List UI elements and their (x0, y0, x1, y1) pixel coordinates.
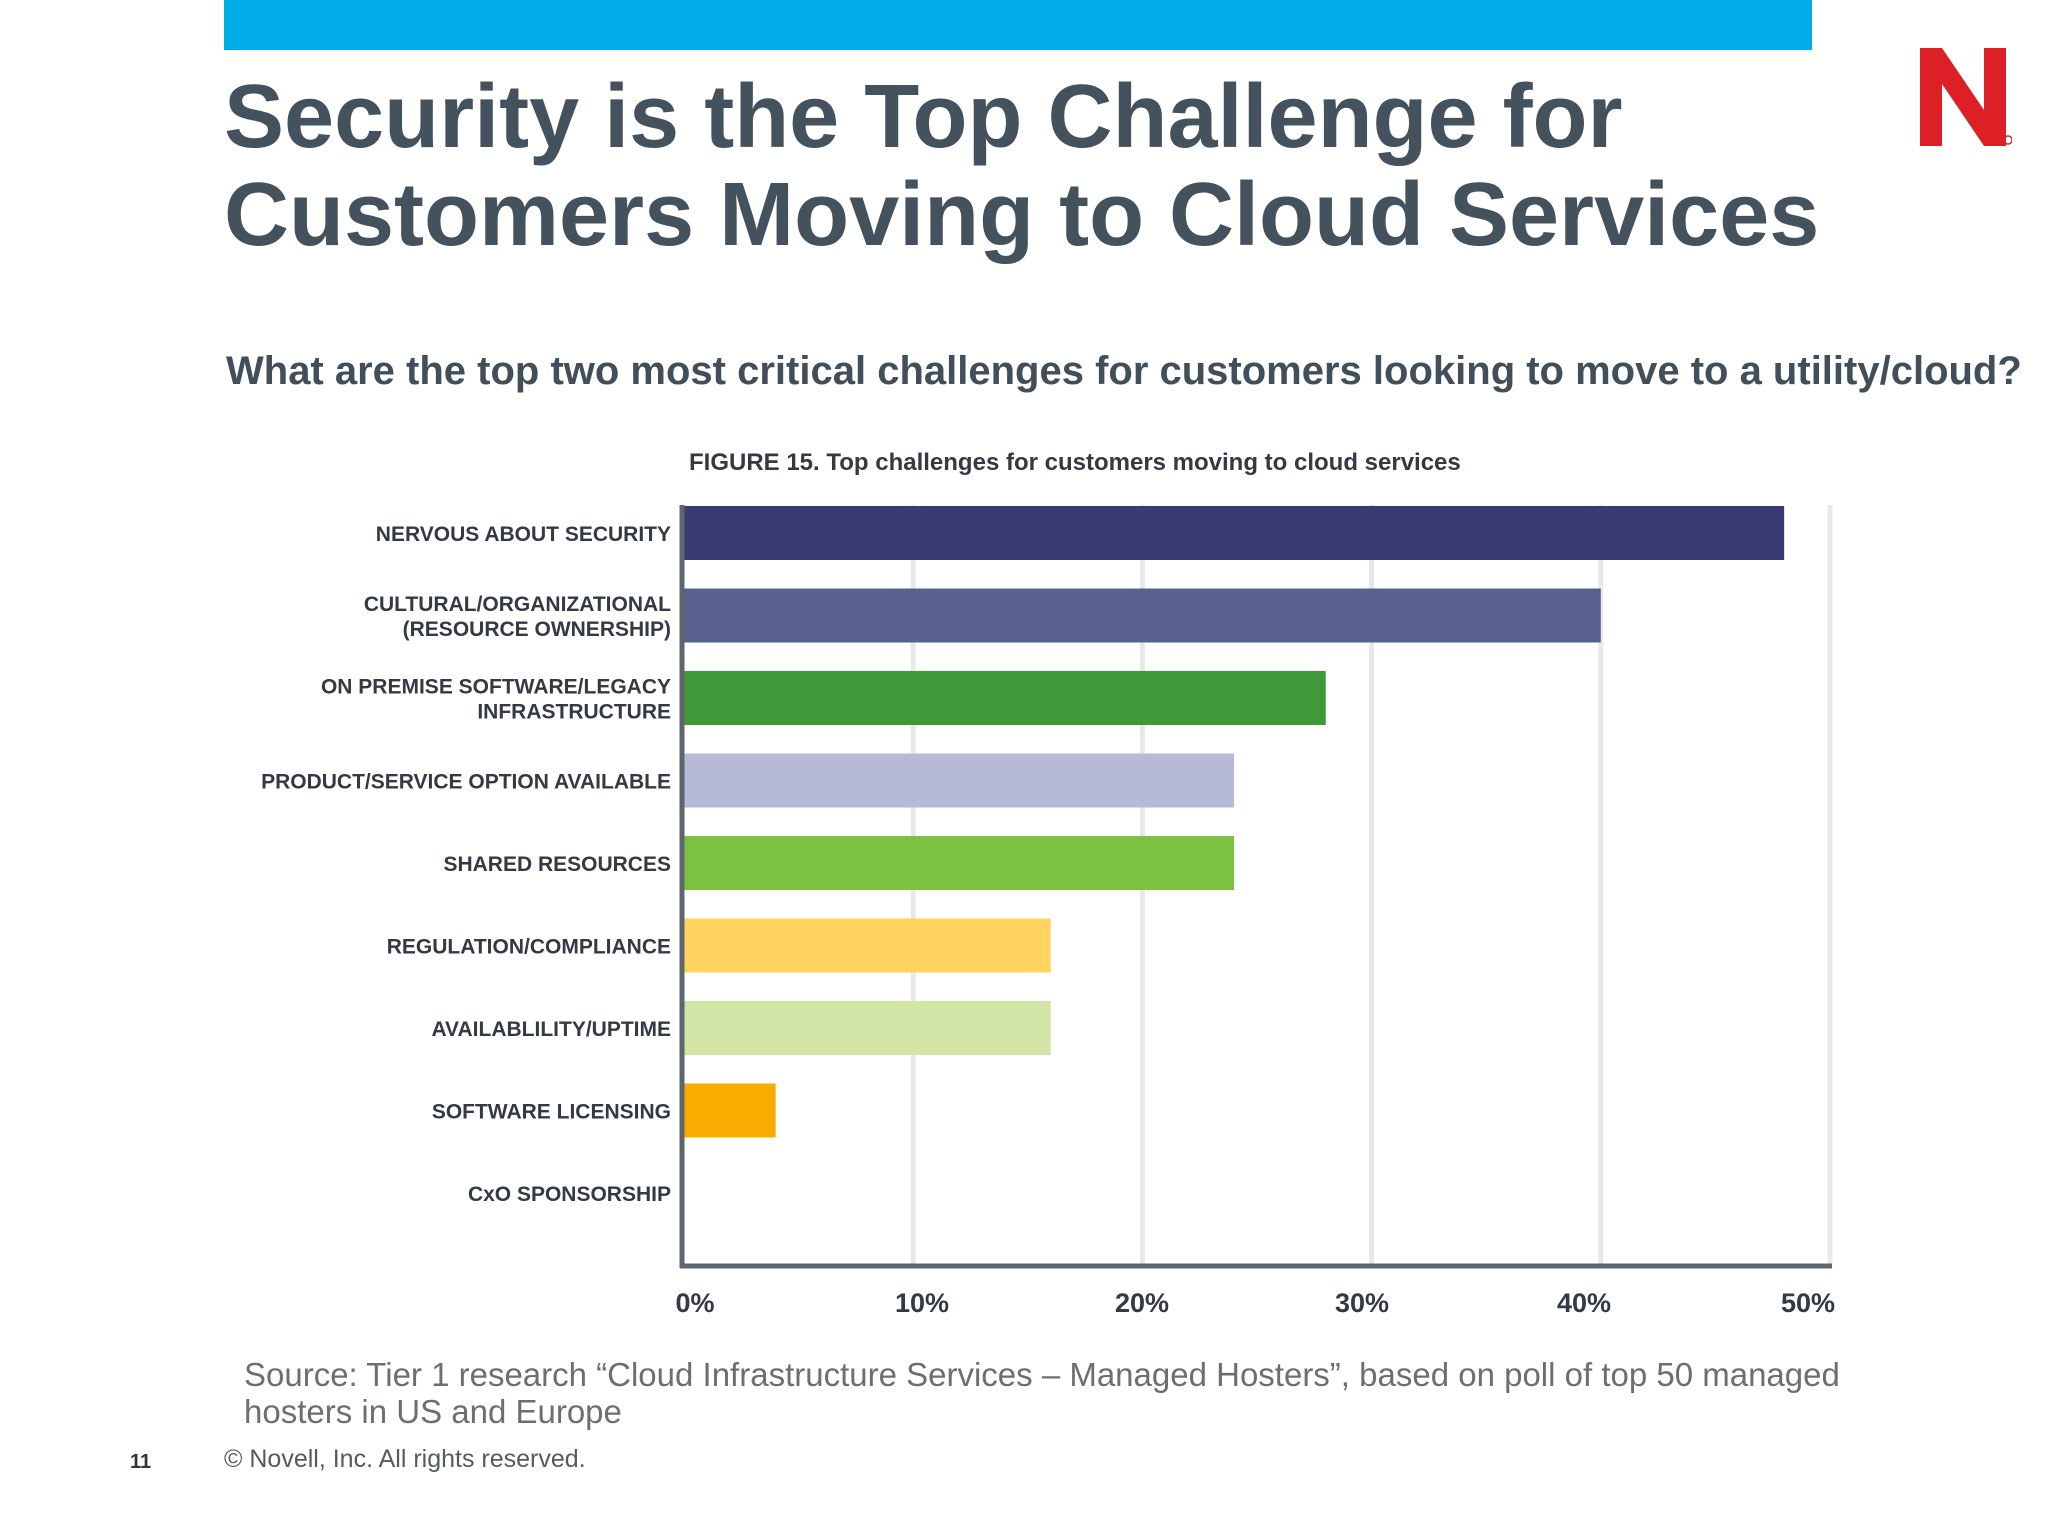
category-label: REGULATION/COMPLIANCE (387, 936, 671, 959)
category-label: SHARED RESOURCES (443, 853, 671, 876)
title-line-2: Customers Moving to Cloud Services (224, 165, 1820, 265)
source-line-2: hosters in US and Europe (244, 1393, 622, 1430)
x-tick-label: 50% (1781, 1288, 1835, 1318)
category-label: (RESOURCE OWNERSHIP) (403, 618, 671, 641)
category-label: CxO SPONSORSHIP (468, 1183, 671, 1206)
category-label: NERVOUS ABOUT SECURITY (376, 523, 671, 546)
copyright-notice: © Novell, Inc. All rights reserved. (224, 1445, 586, 1473)
source-line-1: Source: Tier 1 research “Cloud Infrastru… (244, 1356, 1840, 1393)
logo-letter-n (1920, 48, 2006, 146)
slide-title: Security is the Top Challenge for Custom… (224, 68, 1884, 264)
x-tick-label: 0% (675, 1288, 714, 1318)
survey-question: What are the top two most critical chall… (226, 349, 2022, 393)
chart-title: FIGURE 15. Top challenges for customers … (689, 449, 1461, 476)
category-label: SOFTWARE LICENSING (432, 1101, 671, 1124)
category-label: ON PREMISE SOFTWARE/LEGACY (321, 676, 671, 699)
bar (684, 506, 1785, 560)
challenges-bar-chart: FIGURE 15. Top challenges for customers … (261, 449, 1835, 1318)
bar (684, 836, 1235, 890)
top-accent-bar (224, 0, 1812, 50)
x-tick-label: 10% (895, 1288, 949, 1318)
source-note: Source: Tier 1 research “Cloud Infrastru… (244, 1356, 1944, 1430)
bar (684, 588, 1601, 643)
bar (684, 753, 1235, 808)
bar (684, 918, 1051, 973)
x-tick-label: 30% (1335, 1288, 1389, 1318)
x-tick-label: 40% (1557, 1288, 1611, 1318)
category-label: CULTURAL/ORGANIZATIONAL (364, 593, 671, 616)
bar (684, 1083, 776, 1138)
x-tick-label: 20% (1115, 1288, 1169, 1318)
novell-logo-icon (1920, 48, 2012, 146)
registered-mark (2003, 135, 2012, 145)
page-number: 11 (130, 1451, 152, 1473)
category-label: AVAILABLILITY/UPTIME (431, 1018, 671, 1041)
title-line-1: Security is the Top Challenge for (224, 67, 1623, 167)
bar (684, 671, 1326, 725)
category-label: PRODUCT/SERVICE OPTION AVAILABLE (261, 771, 671, 794)
bar (684, 1001, 1051, 1055)
category-label: INFRASTRUCTURE (477, 701, 671, 724)
